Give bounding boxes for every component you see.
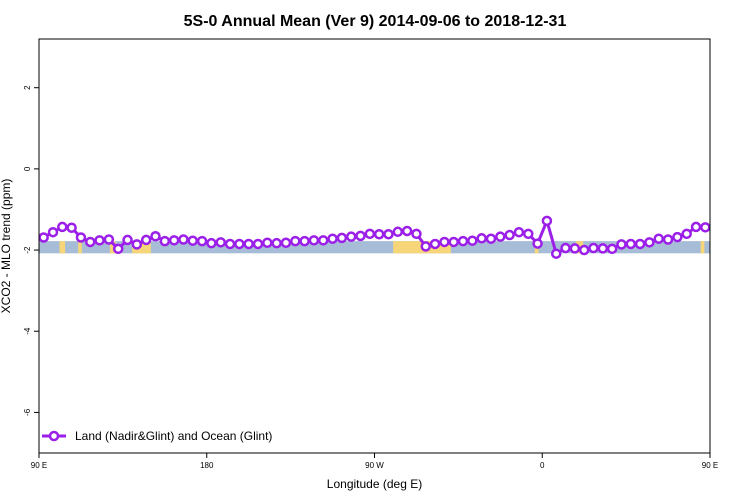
land-segment: [78, 241, 82, 254]
data-point: [467, 235, 478, 246]
data-point: [234, 238, 245, 250]
data-point: [57, 221, 68, 233]
data-point: [560, 242, 571, 254]
x-axis: 90 E 180 90 W 0 90 E: [31, 453, 718, 470]
data-point: [262, 237, 273, 249]
data-point: [317, 235, 329, 246]
y-tick-label: -4: [23, 327, 32, 335]
data-point: [550, 248, 562, 259]
land-segment: [109, 241, 116, 254]
series-layer: [38, 215, 711, 259]
data-point: [280, 237, 292, 249]
data-point: [429, 238, 441, 250]
data-point: [355, 230, 366, 242]
data-point: [662, 234, 674, 245]
data-point: [625, 238, 637, 250]
x-tick-label: 0: [540, 461, 545, 470]
data-point: [206, 237, 217, 249]
data-point: [224, 238, 236, 250]
data-point: [47, 226, 59, 238]
data-point: [159, 235, 171, 247]
x-tick-label: 90 W: [365, 461, 384, 470]
data-point: [476, 233, 487, 244]
land-segment: [700, 241, 705, 254]
data-point: [336, 232, 348, 244]
chart-title: 5S-0 Annual Mean (Ver 9) 2014-09-06 to 2…: [184, 13, 567, 30]
data-point: [290, 235, 301, 247]
data-point: [634, 238, 646, 250]
legend-marker-swatch: [48, 430, 60, 442]
data-point: [299, 235, 310, 247]
y-axis: 2 0 -2 -4 -6: [23, 85, 39, 416]
data-point: [569, 243, 581, 254]
data-point: [243, 238, 254, 250]
data-point: [504, 229, 515, 241]
data-point: [75, 232, 87, 243]
data-point: [532, 238, 543, 249]
x-tick-label: 90 E: [31, 461, 47, 470]
data-point: [401, 225, 413, 237]
legend-entry: Land (Nadir&Glint) and Ocean (Glint): [75, 429, 272, 443]
data-point: [392, 226, 404, 238]
data-point: [457, 235, 469, 247]
data-point: [94, 235, 105, 246]
data-point: [308, 235, 320, 246]
data-point: [495, 231, 506, 242]
data-point: [364, 228, 376, 240]
data-point: [644, 237, 655, 248]
data-point: [140, 234, 152, 246]
data-point: [606, 243, 618, 255]
land-segment: [59, 241, 66, 254]
data-point: [131, 239, 143, 250]
data-point: [681, 228, 692, 240]
data-point: [85, 236, 96, 248]
data-point: [485, 233, 497, 244]
data-point: [597, 243, 609, 254]
data-point: [439, 236, 450, 248]
data-point: [122, 234, 133, 246]
data-point: [653, 233, 664, 244]
data-point: [103, 234, 115, 245]
y-tick-label: -2: [23, 246, 32, 254]
data-point: [523, 228, 534, 240]
data-point: [215, 237, 226, 248]
data-point: [271, 237, 282, 249]
data-point: [700, 222, 711, 233]
data-point: [616, 239, 627, 250]
data-point: [588, 242, 599, 254]
data-point: [112, 243, 124, 255]
y-axis-label: XCO2 - MLO trend (ppm): [0, 179, 13, 314]
data-point: [178, 234, 189, 245]
y-tick-label: 0: [23, 166, 32, 171]
y-tick-label: 2: [23, 85, 32, 90]
data-point: [187, 235, 199, 246]
y-tick-label: -6: [23, 408, 32, 416]
data-point: [345, 231, 357, 242]
x-axis-label: Longitude (deg E): [327, 477, 422, 491]
x-tick-label: 180: [200, 461, 214, 470]
data-point: [541, 215, 553, 227]
data-point: [252, 238, 264, 250]
data-point: [168, 235, 180, 246]
data-point: [420, 241, 432, 252]
data-point: [513, 226, 525, 238]
x-tick-label: 90 E: [702, 461, 718, 470]
data-point: [150, 231, 161, 242]
data-point: [38, 232, 49, 243]
data-point: [448, 236, 459, 248]
data-point: [327, 233, 338, 244]
data-point: [66, 222, 77, 233]
data-point: [578, 244, 590, 256]
data-point: [411, 228, 422, 240]
data-point: [373, 228, 385, 240]
data-point: [383, 228, 394, 240]
data-point: [690, 221, 702, 233]
legend: Land (Nadir&Glint) and Ocean (Glint): [42, 429, 272, 443]
data-point: [196, 235, 208, 247]
data-point: [672, 231, 683, 243]
